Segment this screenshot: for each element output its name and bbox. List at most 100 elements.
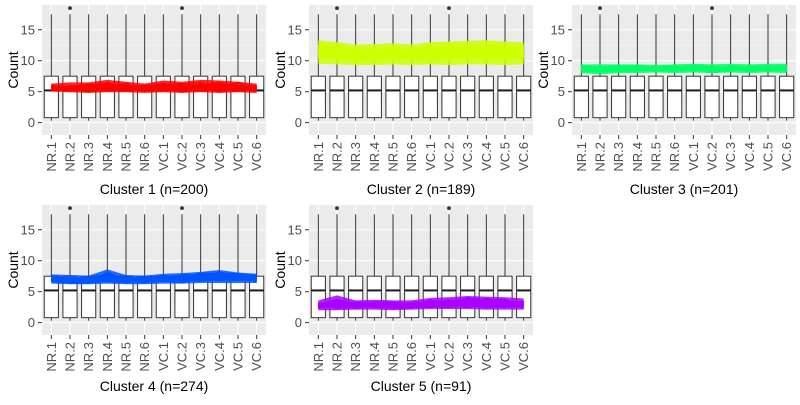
cluster-profile-lines	[318, 295, 524, 311]
y-tick-label: 0	[295, 315, 302, 330]
x-tick-label: NR.2	[330, 342, 345, 372]
x-tick-label: NR.6	[404, 142, 419, 172]
box-body	[348, 275, 364, 319]
x-tick-label: VC.3	[193, 342, 208, 371]
cluster-profile-line	[318, 43, 524, 62]
outlier-point	[335, 206, 339, 210]
x-tick-label: VC.4	[742, 142, 757, 171]
x-tick-label: VC.3	[460, 342, 475, 371]
box-body	[648, 75, 664, 119]
box-body	[366, 75, 382, 119]
x-tick-label: NR.3	[348, 142, 363, 172]
box-body	[516, 75, 532, 119]
y-tick-label: 0	[295, 115, 302, 130]
plot-background	[309, 5, 533, 135]
y-tick-label: 10	[288, 53, 302, 68]
cluster-profile-line	[318, 42, 524, 64]
y-tick-label: 5	[295, 284, 302, 299]
outlier-point	[335, 6, 339, 10]
x-tick-label: VC.2	[175, 142, 190, 171]
x-tick-label: VC.2	[442, 342, 457, 371]
x-tick-label: NR.2	[63, 142, 78, 172]
x-tick-label: VC.4	[479, 342, 494, 371]
x-tick-label: VC.1	[423, 142, 438, 171]
y-axis-title: Count	[535, 51, 551, 88]
x-tick-label: NR.2	[330, 142, 345, 172]
x-tick-label: NR.5	[386, 342, 401, 372]
x-tick-label: VC.5	[498, 142, 513, 171]
x-tick-label: VC.3	[460, 142, 475, 171]
x-tick-label: VC.1	[423, 342, 438, 371]
y-axis-title: Count	[272, 51, 288, 88]
box-body	[741, 75, 757, 119]
cluster-profile-line	[318, 301, 524, 309]
outlier-point	[180, 206, 184, 210]
y-axis-title: Count	[5, 51, 21, 88]
x-tick-label: NR.6	[667, 142, 682, 172]
x-tick-label: VC.2	[442, 142, 457, 171]
y-tick-label: 5	[558, 84, 565, 99]
outlier-point	[68, 6, 72, 10]
y-tick-label: 15	[21, 22, 35, 37]
box-body	[779, 75, 795, 119]
x-tick-label: NR.4	[100, 342, 115, 372]
x-tick-label: NR.1	[311, 142, 326, 172]
x-tick-label: NR.2	[593, 142, 608, 172]
x-tick-label: VC.5	[498, 342, 513, 371]
y-tick-label: 10	[21, 253, 35, 268]
x-tick-label: NR.5	[386, 142, 401, 172]
box-body	[478, 75, 494, 119]
y-tick-label: 0	[28, 115, 35, 130]
box-body	[348, 75, 364, 119]
box-body	[611, 75, 627, 119]
y-axis-title: Count	[5, 251, 21, 288]
cluster-profile-line	[581, 66, 787, 72]
box-body	[137, 75, 153, 119]
box-body	[667, 75, 683, 119]
x-tick-label: NR.3	[81, 142, 96, 172]
x-tick-label: NR.6	[137, 142, 152, 172]
box-body	[441, 75, 457, 119]
y-tick-label: 10	[21, 53, 35, 68]
y-tick-label: 5	[295, 84, 302, 99]
box-body	[385, 275, 401, 319]
cluster-profile-line	[318, 48, 524, 60]
x-tick-label: VC.4	[479, 142, 494, 171]
x-tick-label: NR.1	[574, 142, 589, 172]
cluster-profile-line	[318, 300, 524, 310]
box-body	[422, 75, 438, 119]
cluster-profile-line	[318, 47, 524, 60]
x-axis-title: Cluster 4 (n=274)	[100, 378, 209, 394]
box-body	[592, 75, 608, 119]
box-body	[310, 75, 326, 119]
plot-background	[42, 205, 266, 335]
box-body	[422, 275, 438, 319]
box-body	[516, 275, 532, 319]
box-body	[760, 75, 776, 119]
outlier-point	[68, 206, 72, 210]
x-tick-label: NR.5	[119, 142, 134, 172]
x-tick-label: VC.6	[249, 142, 264, 171]
box-body	[310, 275, 326, 319]
x-tick-label: NR.1	[44, 342, 59, 372]
x-tick-label: VC.1	[156, 142, 171, 171]
y-tick-label: 0	[28, 315, 35, 330]
x-tick-label: VC.2	[705, 142, 720, 171]
x-tick-label: NR.3	[81, 342, 96, 372]
x-tick-label: NR.2	[63, 342, 78, 372]
x-axis-title: Cluster 2 (n=189)	[367, 181, 476, 197]
box-body	[629, 75, 645, 119]
box-body	[723, 75, 739, 119]
outlier-point	[180, 6, 184, 10]
x-axis-title: Cluster 1 (n=200)	[100, 181, 209, 197]
box-body	[329, 75, 345, 119]
x-tick-label: VC.4	[212, 142, 227, 171]
x-axis-title: Cluster 5 (n=91)	[371, 378, 472, 394]
